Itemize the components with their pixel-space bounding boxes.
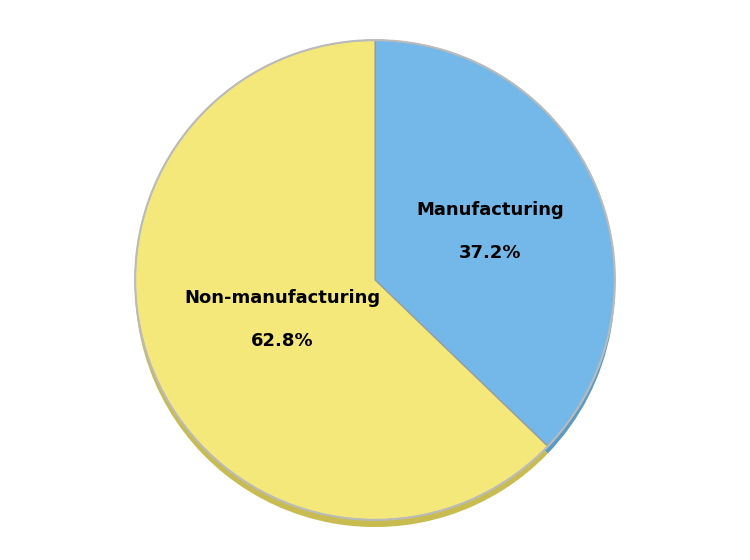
Wedge shape bbox=[135, 48, 548, 527]
Wedge shape bbox=[375, 48, 615, 454]
Text: Non-manufacturing: Non-manufacturing bbox=[184, 289, 380, 307]
Wedge shape bbox=[375, 40, 615, 446]
Wedge shape bbox=[135, 40, 548, 520]
Text: Manufacturing: Manufacturing bbox=[416, 200, 564, 218]
Text: 37.2%: 37.2% bbox=[458, 244, 521, 262]
Text: 62.8%: 62.8% bbox=[251, 332, 314, 350]
